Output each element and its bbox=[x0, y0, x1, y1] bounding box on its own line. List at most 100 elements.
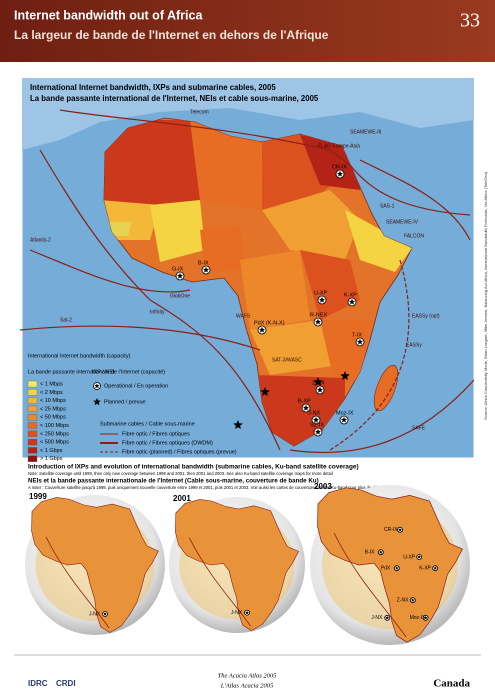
legend-title-fr: La bande passante internationale de l'In… bbox=[28, 369, 165, 375]
ixp-star bbox=[394, 566, 399, 570]
legend-swatch bbox=[27, 430, 38, 437]
ixp-label: G-IX bbox=[172, 266, 184, 272]
cable-label: WAFS bbox=[236, 313, 251, 319]
ixp-star bbox=[177, 272, 183, 279]
ixp-star bbox=[313, 416, 319, 423]
cable-dwdm: Fibre optic / Fibres optiques (DWDM) bbox=[122, 440, 213, 446]
cable-title: Submarine cables / Cable sous-marine bbox=[100, 421, 195, 427]
ixp-star bbox=[337, 170, 343, 177]
legend-swatch bbox=[27, 380, 38, 388]
legend-label: < 50 Mbps bbox=[40, 415, 66, 421]
legend-swatch bbox=[27, 405, 38, 413]
legend-swatch bbox=[27, 438, 38, 446]
globe-year: 1999 bbox=[29, 492, 47, 501]
intro-note-fr: A noter : Couverture satellite jusqu'à 1… bbox=[28, 485, 382, 490]
title-en: Internet bandwidth out of Africa bbox=[14, 8, 203, 22]
intro-title-fr: NEIs et la bande passante internationale… bbox=[28, 478, 319, 485]
cable-label: SAT-3/WASC bbox=[272, 357, 302, 363]
intro-title-en: Introduction of IXPs and evolution of in… bbox=[28, 464, 359, 471]
legend-label: < 2 Mbps bbox=[40, 390, 63, 396]
legend-swatch bbox=[27, 455, 38, 462]
globe-cable bbox=[45, 536, 110, 629]
map-title-fr: La bande passante international de l'Int… bbox=[30, 94, 319, 103]
legend-label: < 100 Mbps bbox=[40, 423, 69, 429]
globe-ixp-label: J-NX bbox=[371, 615, 383, 621]
legend-planned-star bbox=[93, 398, 101, 406]
ixp-label: T-IX bbox=[352, 332, 362, 338]
legend-label: < 10 Mbps bbox=[40, 398, 66, 404]
legend-label: < 1 Mbps bbox=[40, 381, 63, 387]
cable-label: SAS-1 bbox=[380, 203, 395, 209]
page-number: 33 bbox=[460, 10, 480, 32]
ixp-star bbox=[433, 566, 438, 570]
legend-label: < 1 Gbps bbox=[40, 448, 63, 454]
globe-ixp-label: B-IX bbox=[365, 550, 375, 556]
planned-ixp bbox=[233, 420, 243, 429]
ixp-star bbox=[385, 615, 390, 620]
globe-year: 2001 bbox=[173, 494, 191, 503]
ixp-label: K-XP bbox=[344, 292, 357, 298]
legend-swatch bbox=[27, 422, 38, 429]
globe-ixp-label: J-NX bbox=[231, 610, 243, 616]
cable-label: SEAMEWE-IV bbox=[386, 219, 419, 225]
ixp-star bbox=[94, 383, 100, 389]
cable-label: FALCON bbox=[404, 233, 424, 239]
footer-atlas-en: The Acacia Atlas 2005 bbox=[218, 672, 278, 679]
ixp-label: B-IX bbox=[198, 260, 209, 266]
cable-label: Telecom bbox=[190, 109, 209, 115]
planned-ixp bbox=[340, 371, 350, 380]
legend-swatch bbox=[27, 389, 38, 396]
globe-ixp-label: U-XP bbox=[403, 554, 416, 560]
ixp-star bbox=[317, 386, 323, 393]
ixp-label: R-NEX bbox=[310, 312, 327, 318]
ixp-label: Moz-IX bbox=[336, 410, 354, 416]
ixp-title: IXP / NEI bbox=[92, 369, 115, 375]
footer-idrc: IDRC bbox=[28, 679, 48, 688]
madagascar bbox=[373, 364, 399, 412]
map-title-en: International Internet bandwidth, IXPs a… bbox=[30, 83, 276, 92]
legend: International Internet bandwidth (capaci… bbox=[27, 353, 237, 462]
legend-swatch bbox=[27, 414, 38, 421]
cable-planned: Fibre optic (planned) / Fibres optiques … bbox=[122, 449, 237, 455]
ixp-star bbox=[423, 615, 428, 620]
ixp-star bbox=[341, 416, 347, 423]
footer-canada: Canada bbox=[433, 678, 470, 690]
globe-cable bbox=[189, 537, 251, 627]
ixp-star bbox=[315, 318, 321, 325]
footer-crdi: CRDI bbox=[56, 679, 76, 688]
header-bar bbox=[0, 0, 495, 62]
source-note: Source: Africa Connectivity Mode, Brian … bbox=[483, 171, 488, 420]
intro-note-en: Note: Satellite coverage until 1999, the… bbox=[28, 471, 333, 476]
ixp-star bbox=[259, 326, 265, 333]
ixp-star bbox=[398, 527, 402, 532]
cable-label: GlobOne bbox=[170, 293, 190, 299]
ixp-operational: Operational / En operation bbox=[104, 383, 168, 389]
globe-cable bbox=[333, 532, 407, 638]
cable-label: EASSy bbox=[406, 342, 422, 348]
ixp-star bbox=[319, 296, 325, 303]
cables bbox=[19, 109, 475, 453]
globe-year: 2003 bbox=[314, 482, 332, 491]
cable-label: Sat-2 bbox=[60, 317, 72, 323]
globe-ixp-label: Z-NX bbox=[397, 598, 409, 604]
globes: 1999 J-NX 2001 J-NX 2003 CR-IX B-IX U-XP PdX K-XP… bbox=[25, 482, 470, 645]
cable-label: SAFE bbox=[412, 425, 426, 431]
cable-label: EASSy (opt) bbox=[412, 313, 440, 319]
planned-ixp bbox=[260, 387, 270, 396]
title-fr: La largeur de bande de l'Internet en deh… bbox=[14, 28, 329, 42]
ixp-star bbox=[245, 610, 249, 615]
legend-title-en: International Internet bandwidth (capaci… bbox=[28, 353, 131, 359]
ixp-star bbox=[410, 598, 415, 602]
ixp-label: PdX (K-N-X) bbox=[254, 320, 285, 326]
globe-ixp-label: CR-IX bbox=[384, 527, 398, 533]
cable-fibre: Fibre optic / Fibres optiques bbox=[122, 431, 190, 437]
globe-ixp-label: K-XP bbox=[419, 566, 431, 572]
ixps: CR-IX G-IX B-IX U-XP K-XP R-NEX PdX (K-N-X) T-I… bbox=[172, 164, 365, 437]
footer-atlas-fr: L'Atlas Acacia 2005 bbox=[220, 682, 274, 689]
cable-label: Atlantis-2 bbox=[30, 237, 51, 243]
europe-area bbox=[22, 78, 474, 150]
ixp-label: J-NX bbox=[308, 410, 321, 416]
cable-label: Infinity bbox=[150, 309, 165, 315]
cable-label: SEAMEWE-III bbox=[350, 129, 381, 135]
